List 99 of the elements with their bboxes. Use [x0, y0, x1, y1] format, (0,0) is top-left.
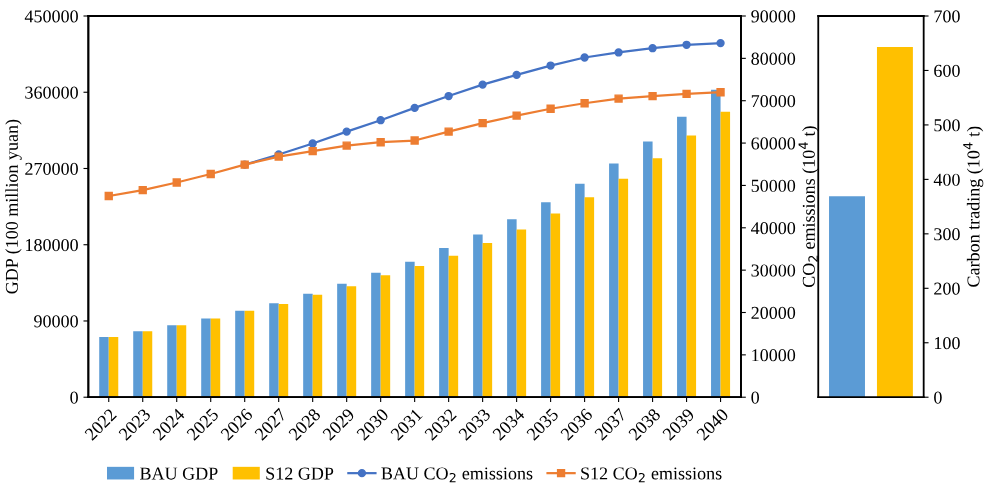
y-tick-label: 600	[934, 64, 960, 77]
point	[682, 89, 691, 99]
y-tick-label: 0	[934, 391, 942, 404]
y2-tick-label: 80000	[751, 52, 796, 65]
point	[682, 40, 691, 49]
bar	[482, 243, 493, 398]
bar	[439, 248, 449, 398]
point	[512, 111, 521, 120]
bar	[507, 219, 517, 398]
y-tick-label: 200	[934, 282, 960, 295]
bar	[108, 337, 119, 398]
point	[342, 127, 351, 136]
y2-tick-label: 50000	[751, 179, 796, 192]
bar	[584, 197, 595, 398]
bar	[235, 310, 245, 398]
bar	[210, 318, 221, 398]
y-tick-label: 90000	[34, 315, 78, 328]
y2-tick-label: 10000	[752, 349, 796, 362]
point	[206, 169, 215, 179]
y-tick-label: 450000	[24, 10, 78, 23]
point	[342, 141, 351, 150]
y2-tick-label: 30000	[751, 264, 796, 277]
bar	[371, 272, 381, 398]
point	[308, 139, 317, 148]
point	[512, 70, 521, 80]
bar	[303, 293, 313, 398]
bar	[337, 283, 347, 398]
bar	[609, 163, 619, 398]
y-tick-label: 0	[70, 391, 78, 404]
y-axis-title: GDP (100 million yuan)	[5, 119, 22, 294]
point	[716, 88, 725, 97]
y2-tick-label: 20000	[751, 306, 796, 319]
bar	[448, 255, 459, 398]
bar	[541, 202, 551, 398]
bar	[550, 213, 561, 398]
y2-tick-label: 40000	[751, 222, 796, 235]
y2-axis-title: CO$_{2}$ emissions (10$^{4}$ t)	[798, 126, 819, 288]
y-axis-title: Carbon trading (10$^{4}$ t)	[963, 126, 984, 287]
bar	[278, 304, 289, 398]
bar	[312, 294, 323, 398]
point	[104, 191, 113, 201]
point	[410, 136, 419, 145]
point	[546, 61, 555, 70]
bar	[201, 318, 211, 398]
bar	[414, 265, 425, 398]
bar	[176, 325, 187, 398]
bar	[516, 229, 527, 398]
point	[614, 94, 623, 103]
point	[410, 103, 419, 113]
point	[648, 91, 657, 101]
point	[444, 127, 453, 136]
point	[138, 185, 147, 195]
bar	[380, 275, 391, 398]
bar	[133, 331, 143, 398]
bar	[677, 116, 687, 398]
y-tick-label: 700	[934, 10, 960, 23]
y-tick-label: 400	[933, 173, 960, 186]
bar	[720, 111, 731, 398]
y-tick-label: 180000	[26, 238, 78, 252]
y-tick-label: 300	[934, 228, 960, 241]
point	[172, 178, 181, 187]
point	[444, 91, 453, 101]
point	[580, 53, 589, 62]
bar	[618, 178, 629, 398]
y-tick-label: 500	[934, 119, 960, 132]
bar	[473, 234, 483, 398]
bar	[405, 261, 415, 398]
point	[308, 146, 317, 156]
bar	[643, 141, 653, 398]
legend-label: BAU GDP	[140, 467, 218, 480]
point	[376, 138, 385, 147]
bar	[575, 183, 585, 398]
point	[648, 44, 657, 53]
bar	[244, 310, 255, 398]
bar	[99, 337, 109, 398]
y2-tick-label: 0	[751, 391, 760, 404]
point	[546, 104, 555, 113]
y-tick-label: 360000	[25, 86, 78, 99]
y2-tick-label: 70000	[751, 94, 796, 108]
y2-tick-label: 90000	[751, 10, 796, 23]
bar	[142, 331, 153, 398]
legend-label: BAU CO$_{2}$ emissions	[381, 467, 533, 483]
point	[580, 99, 589, 108]
legend-label: S12 GDP	[266, 467, 334, 480]
point	[478, 119, 487, 128]
bar	[652, 158, 663, 398]
bar	[346, 286, 357, 398]
point	[376, 116, 385, 125]
point	[478, 80, 487, 89]
point	[716, 38, 725, 48]
legend-label: S12 CO$_{2}$ emissions	[581, 467, 722, 483]
y-tick-label: 100	[934, 337, 960, 350]
bar	[167, 325, 177, 398]
bar	[269, 303, 279, 398]
y2-tick-label: 60000	[751, 137, 796, 150]
point	[614, 48, 623, 57]
y-tick-label: 270000	[25, 162, 78, 175]
bar	[686, 135, 697, 398]
bar	[711, 89, 721, 398]
